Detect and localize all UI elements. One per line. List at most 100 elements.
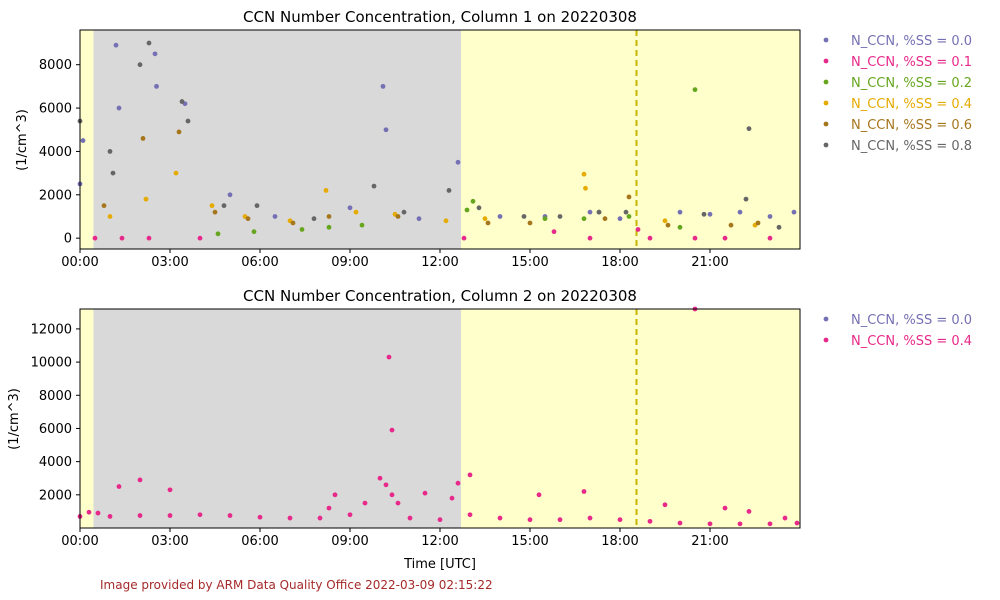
data-point: [701, 211, 707, 217]
data-point: [677, 520, 683, 526]
data-point: [737, 209, 743, 215]
data-point: [110, 170, 116, 176]
data-point: [140, 136, 146, 141]
data-point: [467, 472, 473, 478]
data-point: [485, 220, 491, 226]
data-point: [380, 83, 386, 89]
data-point: [581, 171, 587, 177]
legend-marker: [823, 58, 829, 64]
x-tick-label: 18:00: [601, 534, 638, 549]
legend-marker: [823, 37, 829, 43]
data-point: [581, 489, 587, 494]
data-point: [185, 118, 191, 124]
data-point: [326, 224, 332, 230]
y-tick-label: 4000: [39, 455, 72, 470]
x-tick-label: 18:00: [601, 255, 638, 270]
legend: N_CCN, %SS = 0.0 N_CCN, %SS = 0.1 N_CCN, %…: [823, 34, 972, 154]
data-point: [422, 490, 428, 496]
data-point: [119, 235, 125, 241]
data-point: [437, 517, 443, 523]
data-point: [287, 515, 293, 521]
data-point: [617, 517, 623, 523]
data-point: [455, 159, 461, 165]
x-axis-ticks: 00:00 03:00 06:00 09:00 12:00 15:00 18:00 21:00: [61, 528, 729, 549]
data-point: [557, 517, 563, 523]
data-point: [362, 500, 368, 506]
data-point: [116, 105, 122, 111]
data-point: [677, 209, 683, 215]
legend-label: N_CCN, %SS = 0.2: [851, 76, 972, 91]
y-tick-label: 2000: [39, 188, 72, 203]
chart-title-column-1: CCN Number Concentration, Column 1 on 20…: [243, 8, 637, 26]
data-point: [464, 207, 470, 213]
data-point: [407, 515, 413, 521]
data-point: [245, 216, 251, 222]
x-tick-label: 03:00: [151, 255, 188, 270]
data-point: [767, 214, 773, 219]
panel-column-1: CCN Number Concentration, Column 1 on 20…: [15, 8, 972, 270]
data-point: [377, 475, 383, 481]
data-point: [401, 209, 407, 215]
data-point: [596, 209, 602, 215]
data-point: [257, 514, 263, 520]
data-point: [167, 513, 173, 518]
y-tick-label: 2000: [39, 488, 72, 503]
y-axis-label: (1/cm^3): [7, 388, 22, 450]
data-point: [154, 83, 159, 89]
data-point: [92, 235, 98, 241]
data-point: [722, 235, 728, 241]
data-point: [470, 198, 476, 204]
legend-marker: [823, 337, 829, 343]
legend-marker: [823, 316, 829, 322]
data-point: [95, 510, 101, 516]
data-point: [323, 188, 329, 193]
data-point: [497, 214, 503, 219]
data-point: [626, 194, 632, 200]
data-point: [692, 235, 698, 241]
data-point: [791, 209, 797, 215]
data-point: [227, 513, 233, 518]
night-shade: [93, 30, 461, 249]
plot-points: [77, 40, 797, 241]
data-point: [227, 192, 233, 198]
credit-footer: Image provided by ARM Data Quality Offic…: [100, 578, 493, 592]
y-tick-label: 4000: [39, 145, 72, 160]
y-tick-label: 8000: [39, 58, 72, 73]
x-tick-label: 06:00: [241, 534, 278, 549]
y-axis-ticks: 2000 4000 6000 8000 10000 12000: [31, 322, 80, 503]
data-point: [152, 51, 158, 57]
data-point: [221, 203, 227, 209]
data-point: [677, 224, 683, 230]
data-point: [707, 211, 713, 217]
data-point: [587, 209, 593, 215]
legend-label: N_CCN, %SS = 0.0: [851, 34, 972, 49]
x-tick-label: 03:00: [151, 534, 188, 549]
legend-label: N_CCN, %SS = 0.4: [851, 97, 972, 112]
data-point: [146, 235, 152, 241]
x-tick-label: 00:00: [61, 255, 98, 270]
x-tick-label: 09:00: [331, 534, 368, 549]
data-point: [662, 502, 668, 508]
data-point: [728, 222, 734, 228]
legend-marker: [823, 142, 829, 148]
y-axis-ticks: 0 2000 4000 6000 8000: [39, 58, 80, 247]
legend: N_CCN, %SS = 0.0 N_CCN, %SS = 0.4: [823, 313, 972, 349]
data-point: [173, 170, 179, 176]
legend-marker: [823, 100, 829, 106]
data-point: [101, 203, 107, 209]
data-point: [332, 492, 338, 498]
data-point: [527, 220, 533, 226]
data-point: [602, 216, 608, 222]
data-point: [647, 235, 653, 241]
x-tick-label: 21:00: [691, 534, 728, 549]
data-point: [416, 216, 422, 222]
legend-label: N_CCN, %SS = 0.0: [851, 313, 972, 328]
x-tick-label: 00:00: [61, 534, 98, 549]
data-point: [542, 216, 548, 222]
data-point: [767, 235, 773, 241]
data-point: [383, 482, 389, 488]
x-axis-label: Time [UTC]: [403, 557, 476, 572]
data-point: [746, 126, 752, 132]
data-point: [587, 235, 593, 241]
